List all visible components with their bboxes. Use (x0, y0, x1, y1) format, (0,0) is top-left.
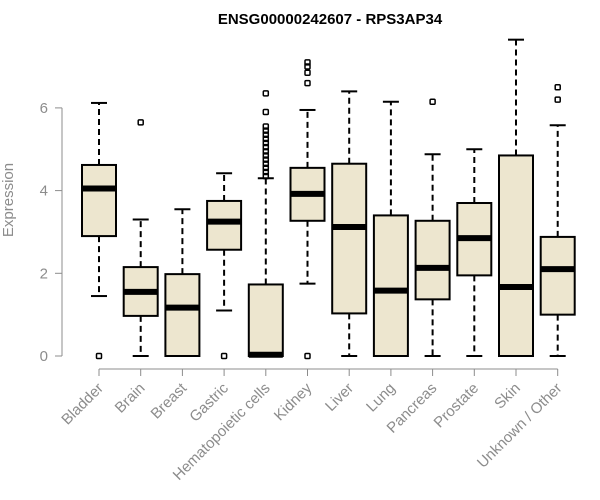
outlier-point (304, 79, 311, 87)
x-tick-label: Brain (112, 380, 149, 417)
x-tick-label: Breast (148, 379, 191, 422)
y-tick-label: 6 (40, 100, 48, 117)
iqr-box (247, 283, 284, 358)
box-kidney (289, 59, 326, 360)
y-axis-label: Expression (0, 163, 17, 237)
box-lung (372, 100, 409, 357)
x-tick-label: Bladder (58, 380, 107, 429)
x-tick-label: Liver (322, 380, 357, 415)
x-tick-label: Skin (491, 380, 524, 413)
outlier-point (262, 164, 270, 172)
box-liver (331, 90, 368, 357)
box-breast (164, 208, 201, 358)
y-tick-label: 4 (40, 183, 48, 200)
box-skin (498, 38, 534, 357)
y-tick-label: 2 (40, 265, 48, 282)
outlier-point (262, 108, 270, 116)
iqr-box (498, 154, 534, 357)
outlier-point (137, 119, 144, 126)
x-tick-label: Prostate (431, 380, 483, 432)
outlier-point (262, 172, 270, 180)
iqr-box (164, 273, 201, 358)
x-tick-label: Kidney (271, 379, 316, 424)
outlier-point (220, 352, 228, 360)
box-prostate (456, 148, 493, 357)
y-tick-label: 0 (40, 348, 48, 365)
outlier-point (262, 168, 270, 176)
box-hematopoietic-cells (247, 90, 284, 358)
iqr-box (414, 219, 451, 301)
outlier-point (262, 160, 270, 167)
box-unknown-other (539, 83, 576, 357)
outlier-point (304, 59, 311, 66)
iqr-box (206, 199, 243, 251)
box-group (81, 38, 576, 360)
outlier-point (262, 143, 270, 151)
y-axis: 0 2 4 6 (40, 100, 63, 365)
iqr-box (81, 163, 117, 238)
outlier-point (554, 83, 561, 91)
x-tick-label: Lung (363, 380, 399, 416)
iqr-box (372, 214, 409, 357)
outlier-point (304, 69, 311, 77)
outlier-point (262, 127, 270, 134)
iqr-box (539, 235, 576, 316)
outlier-point (429, 98, 436, 105)
outlier-point (304, 63, 311, 70)
outlier-point (262, 135, 270, 143)
box-pancreas (414, 98, 451, 357)
outlier-point (262, 148, 270, 155)
box-brain (122, 119, 159, 357)
outlier-point (262, 139, 270, 147)
iqr-box (331, 162, 368, 315)
chart-title: ENSG00000242607 - RPS3AP34 (218, 11, 443, 28)
outlier-point (304, 352, 311, 360)
box-gastric (206, 172, 243, 360)
outlier-point (262, 156, 270, 163)
outlier-point (262, 123, 270, 130)
outlier-point (262, 90, 270, 97)
box-bladder (81, 101, 117, 360)
outlier-point (554, 96, 561, 103)
outlier-point (262, 131, 270, 139)
outlier-point (262, 152, 270, 159)
outlier-point (95, 352, 103, 360)
